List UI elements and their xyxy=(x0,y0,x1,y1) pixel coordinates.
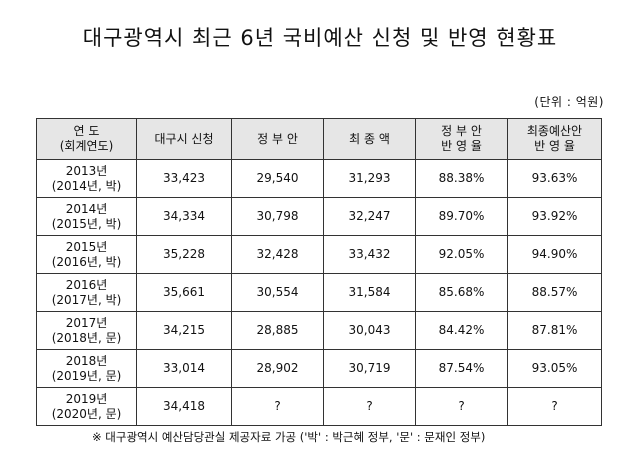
cell-gov: ? xyxy=(231,387,324,426)
cell-gov-rate: ? xyxy=(415,387,508,426)
table-row: 2017년 (2018년, 문) 34,215 28,885 30,043 84.42% 8… xyxy=(36,311,602,350)
header-gov-line1: 정 부 안 xyxy=(257,131,298,146)
cell-year-label: 2018년 xyxy=(65,353,108,368)
cell-gov: 28,902 xyxy=(231,349,324,388)
cell-request: 34,418 xyxy=(136,387,232,426)
table-row: 2016년 (2017년, 박) 35,661 30,554 31,584 85.68% 8… xyxy=(36,273,602,312)
cell-year-label: 2016년 xyxy=(65,277,108,292)
cell-gov-rate: 88.38% xyxy=(415,159,508,198)
cell-final-rate: ? xyxy=(507,387,602,426)
cell-final: 32,247 xyxy=(323,197,416,236)
header-gov: 정 부 안 xyxy=(231,118,324,160)
cell-final: 30,043 xyxy=(323,311,416,350)
cell-year: 2017년 (2018년, 문) xyxy=(36,311,137,350)
cell-fiscal-label: (2018년, 문) xyxy=(51,330,122,345)
footnote: ※ 대구광역시 예산담당관실 제공자료 가공 ('박' : 박근혜 정부, '문… xyxy=(92,430,486,444)
cell-year: 2019년 (2020년, 문) xyxy=(36,387,137,426)
cell-gov-rate: 89.70% xyxy=(415,197,508,236)
header-gov-rate: 정 부 안 반 영 율 xyxy=(415,118,508,160)
cell-year: 2015년 (2016년, 박) xyxy=(36,235,137,274)
cell-final-rate: 93.05% xyxy=(507,349,602,388)
cell-gov-rate: 85.68% xyxy=(415,273,508,312)
cell-year-label: 2019년 xyxy=(65,391,108,406)
cell-gov: 28,885 xyxy=(231,311,324,350)
cell-year-label: 2013년 xyxy=(65,163,108,178)
table-row: 2014년 (2015년, 박) 34,334 30,798 32,247 89.70% 9… xyxy=(36,197,602,236)
header-gov-rate-line1: 정 부 안 xyxy=(441,124,482,138)
cell-gov: 29,540 xyxy=(231,159,324,198)
cell-request: 35,228 xyxy=(136,235,232,274)
cell-fiscal-label: (2015년, 박) xyxy=(51,216,122,231)
cell-fiscal-label: (2019년, 문) xyxy=(51,368,122,383)
cell-final: 31,584 xyxy=(323,273,416,312)
header-final-line1: 최 종 액 xyxy=(349,131,390,146)
table-body: 2013년 (2014년, 박) 33,423 29,540 31,293 88.38% 9… xyxy=(36,159,602,426)
cell-year-label: 2014년 xyxy=(65,201,108,216)
page-title: 대구광역시 최근 6년 국비예산 신청 및 반영 현황표 xyxy=(82,26,558,50)
cell-fiscal-label: (2017년, 박) xyxy=(51,292,122,307)
header-request: 대구시 신청 xyxy=(136,118,232,160)
cell-request: 34,334 xyxy=(136,197,232,236)
header-final: 최 종 액 xyxy=(323,118,416,160)
table-row: 2013년 (2014년, 박) 33,423 29,540 31,293 88.38% 9… xyxy=(36,159,602,198)
budget-table: 연 도 (회계연도) 대구시 신청 정 부 안 최 종 액 정 부 안 반 영 … xyxy=(36,118,602,426)
table-row: 2018년 (2019년, 문) 33,014 28,902 30,719 87.54% 9… xyxy=(36,349,602,388)
cell-final: ? xyxy=(323,387,416,426)
header-year-line1: 연 도 xyxy=(73,124,100,138)
cell-year-label: 2015년 xyxy=(65,239,108,254)
cell-final-rate: 88.57% xyxy=(507,273,602,312)
cell-final-rate: 93.63% xyxy=(507,159,602,198)
cell-year: 2013년 (2014년, 박) xyxy=(36,159,137,198)
cell-request: 33,423 xyxy=(136,159,232,198)
table-row: 2015년 (2016년, 박) 35,228 32,428 33,432 92.05% 9… xyxy=(36,235,602,274)
cell-gov: 30,798 xyxy=(231,197,324,236)
cell-request: 33,014 xyxy=(136,349,232,388)
table-header-row: 연 도 (회계연도) 대구시 신청 정 부 안 최 종 액 정 부 안 반 영 … xyxy=(36,118,602,160)
cell-gov-rate: 92.05% xyxy=(415,235,508,274)
cell-gov: 32,428 xyxy=(231,235,324,274)
cell-final: 31,293 xyxy=(323,159,416,198)
header-final-rate-line2: 반 영 율 xyxy=(534,139,575,153)
cell-year-label: 2017년 xyxy=(65,315,108,330)
cell-gov: 30,554 xyxy=(231,273,324,312)
header-gov-rate-line2: 반 영 율 xyxy=(441,139,482,153)
cell-fiscal-label: (2014년, 박) xyxy=(51,178,122,193)
header-request-line1: 대구시 신청 xyxy=(154,131,214,146)
header-year: 연 도 (회계연도) xyxy=(36,118,137,160)
header-final-rate-line1: 최종예산안 xyxy=(526,124,583,138)
cell-year: 2014년 (2015년, 박) xyxy=(36,197,137,236)
cell-final-rate: 93.92% xyxy=(507,197,602,236)
unit-label: (단위 : 억원) xyxy=(534,95,604,109)
cell-gov-rate: 84.42% xyxy=(415,311,508,350)
header-year-line2: (회계연도) xyxy=(59,139,114,153)
table-row: 2019년 (2020년, 문) 34,418???? xyxy=(36,387,602,426)
cell-request: 35,661 xyxy=(136,273,232,312)
cell-request: 34,215 xyxy=(136,311,232,350)
cell-final-rate: 87.81% xyxy=(507,311,602,350)
cell-year: 2016년 (2017년, 박) xyxy=(36,273,137,312)
cell-year: 2018년 (2019년, 문) xyxy=(36,349,137,388)
header-final-rate: 최종예산안 반 영 율 xyxy=(507,118,602,160)
cell-fiscal-label: (2020년, 문) xyxy=(51,406,122,421)
cell-gov-rate: 87.54% xyxy=(415,349,508,388)
cell-final: 30,719 xyxy=(323,349,416,388)
cell-final-rate: 94.90% xyxy=(507,235,602,274)
cell-fiscal-label: (2016년, 박) xyxy=(51,254,122,269)
cell-final: 33,432 xyxy=(323,235,416,274)
